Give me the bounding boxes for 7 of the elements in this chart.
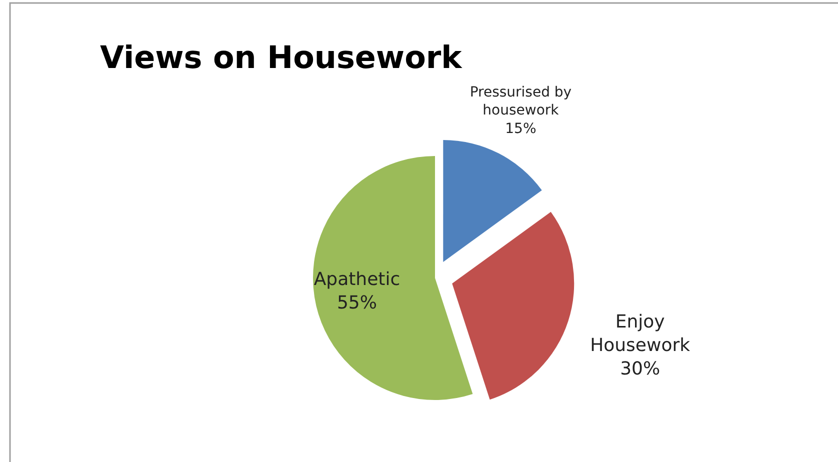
chart-title: Views on Housework	[100, 40, 464, 76]
data-label: 30%	[620, 358, 660, 380]
data-label: 15%	[505, 120, 536, 137]
slice-label: Enjoy Housework	[590, 312, 691, 356]
data-label: 55%	[336, 292, 377, 314]
slice-label: Pressurised by housework	[470, 84, 572, 119]
slice-label: Apathetic	[314, 268, 400, 290]
